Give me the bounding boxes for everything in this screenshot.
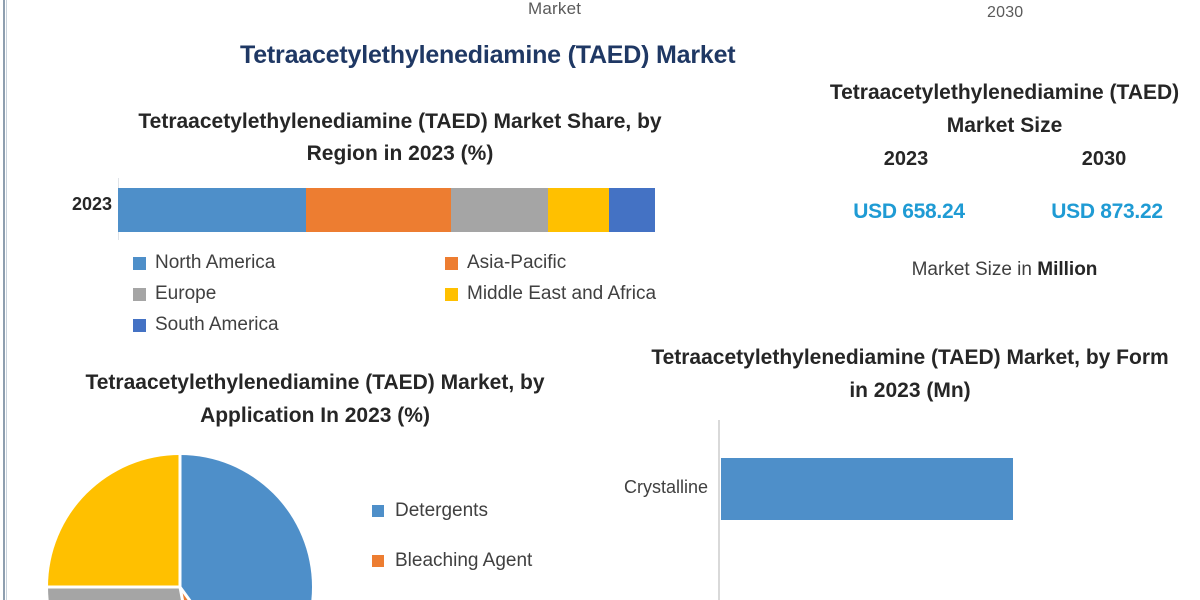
legend-label-south-america: South America [155,314,279,335]
cropped-top-right-text: 2030 [987,4,1024,21]
legend-label-middle-east-and-africa: Middle East and Africa [467,283,657,304]
market-size-unit-note: Market Size in Million [812,259,1197,281]
market-size-unit-prefix: Market Size in [911,259,1038,280]
legend-label-detergents: Detergents [395,500,488,521]
market-size-title: Tetraacetylethylenediamine (TAED) Market… [829,81,1180,137]
legend-label-bleaching-agent: Bleaching Agent [395,550,533,571]
form-chart-axis-line [718,420,720,600]
legend-item-bleaching-agent: Bleaching Agent [372,536,532,586]
legend-item-surfactant: Surfactant [372,586,532,600]
legend-swatch-middle-east-and-africa [445,287,458,301]
legend-item-europe: Europe [133,283,216,305]
market-size-year-2023: 2023 [883,148,929,170]
application-pie-chart [48,455,312,600]
application-legend: Detergents Bleaching Agent Surfactant [372,486,532,600]
region-share-category-label: 2023 [71,194,112,214]
legend-item-south-america: South America [133,314,279,336]
legend-swatch-north-america [133,256,146,270]
bar-segment-north-america [118,188,306,232]
region-share-legend: North America Asia-Pacific Europe Middle… [133,252,693,345]
bar-segment-middle-east-and-africa [547,188,610,232]
left-frame-border-inner [6,0,7,600]
legend-item-detergents: Detergents [372,486,532,536]
legend-label-north-america: North America [155,252,276,273]
bar-segment-asia-pacific [305,188,451,232]
bar-segment-south-america [609,188,655,232]
legend-label-asia-pacific: Asia-Pacific [467,252,567,273]
pie-slice-separators [48,455,192,600]
market-size-year-2030: 2030 [1081,148,1127,170]
legend-label-europe: Europe [155,283,217,304]
legend-swatch-asia-pacific [445,256,458,270]
legend-swatch-south-america [133,318,146,332]
region-share-stacked-bar [118,188,655,232]
page-title: Tetraacetylethylenediamine (TAED) Market [240,41,736,69]
bar-segment-europe [450,188,548,232]
legend-swatch-detergents [372,505,384,517]
legend-item-asia-pacific: Asia-Pacific [445,252,566,274]
legend-swatch-bleaching-agent [372,555,384,567]
form-chart-bar-crystalline [721,458,1013,520]
legend-item-middle-east-and-africa: Middle East and Africa [445,283,656,305]
region-share-chart-title: Tetraacetylethylenediamine (TAED) Market… [138,110,662,165]
legend-swatch-europe [133,287,146,301]
left-frame-border [3,0,5,600]
legend-item-north-america: North America [133,252,275,274]
application-chart-title: Tetraacetylethylenediamine (TAED) Market… [85,371,545,427]
market-size-value-2023: USD 658.24 [853,200,965,223]
cropped-top-left-text: Market [528,0,582,18]
market-size-value-2030: USD 873.22 [1051,200,1163,223]
market-size-unit-value: Million [1037,259,1098,280]
form-chart-title: Tetraacetylethylenediamine (TAED) Market… [651,346,1169,402]
form-chart-category-label: Crystalline [623,477,708,497]
